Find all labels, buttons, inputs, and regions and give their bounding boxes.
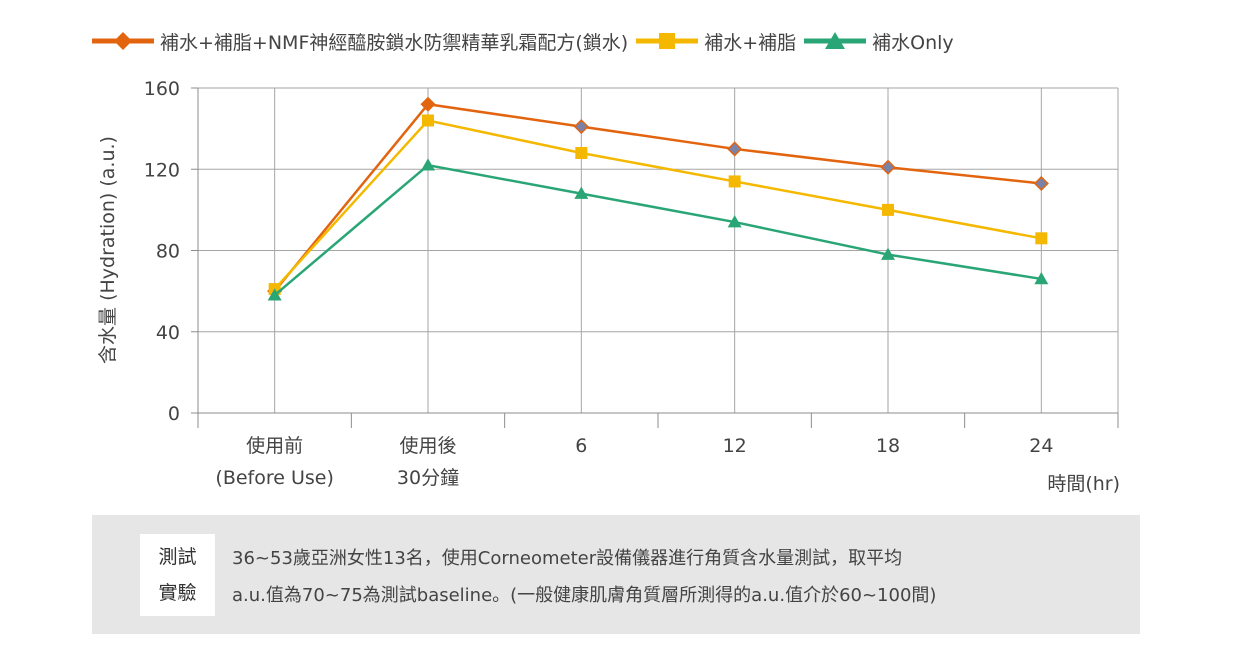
legend-label-series-1: 補水+補脂+NMF神經醯胺鎖水防禦精華乳霜配方(鎖水) [160, 31, 629, 54]
data-point-diamond [727, 141, 743, 157]
chart-legend: 補水+補脂+NMF神經醯胺鎖水防禦精華乳霜配方(鎖水) 補水+補脂 補水Only [92, 28, 962, 54]
y-tick-label: 0 [168, 403, 180, 425]
y-axis-label: 含水量 (Hydration) (a.u.) [97, 136, 119, 364]
data-point-square [422, 114, 434, 127]
data-point-square [882, 203, 894, 216]
data-point-diamond [880, 159, 896, 175]
hydration-line-chart: 0 40 80 120 160 使用前 (Before Use) 使用後 30分鐘 6 12 18 24… [97, 78, 1120, 495]
data-point-triangle [881, 247, 895, 260]
legend-item-series-1: 補水+補脂+NMF神經醯胺鎖水防禦精華乳霜配方(鎖水) [92, 28, 628, 55]
chart-series [267, 96, 1049, 301]
x-tick-label: 12 [723, 435, 747, 457]
test-note-line1: 36~53歲亞洲女性13名，使用Corneometer設備儀器進行角質含水量測試… [232, 548, 903, 569]
legend-marker-triangle [804, 32, 867, 49]
x-tick-label: 18 [876, 435, 900, 457]
series-line-3 [273, 163, 1042, 297]
x-tick-label: 使用前 [246, 435, 303, 457]
test-note-label: 測試 實驗 [140, 534, 215, 616]
chart-axes: 0 40 80 120 160 使用前 (Before Use) 使用後 30分鐘 6 12 18 24 [144, 78, 1119, 489]
y-tick-label: 120 [144, 159, 180, 181]
x-tick-label: 6 [575, 435, 587, 457]
test-note-label-line1: 測試 [158, 546, 197, 568]
legend-marker-diamond [92, 32, 154, 50]
data-point-diamond [573, 119, 589, 135]
test-note-panel [92, 515, 1140, 634]
data-point-triangle [267, 288, 282, 301]
data-point-triangle [1034, 271, 1049, 285]
x-tick-label: 24 [1029, 435, 1053, 457]
legend-label-series-2: 補水+補脂 [704, 31, 797, 54]
series-line-2 [273, 119, 1042, 290]
data-point-triangle [574, 186, 589, 199]
data-point-square [1035, 232, 1048, 245]
chart-grid [198, 87, 1119, 413]
legend-item-series-2: 補水+補脂 [636, 28, 796, 55]
x-axis-label: 時間(hr) [1047, 473, 1120, 495]
data-point-triangle [421, 158, 435, 171]
test-note-text: 36~53歲亞洲女性13名，使用Corneometer設備儀器進行角質含水量測試… [232, 540, 1132, 614]
legend-label-series-3: 補水Only [872, 31, 954, 54]
x-tick-label: 使用後 [399, 435, 456, 457]
series-line-1 [273, 102, 1042, 292]
data-point-square [728, 175, 741, 188]
x-tick-sublabel: (Before Use) [215, 467, 333, 489]
data-point-diamond [420, 96, 436, 112]
y-tick-label: 40 [156, 322, 180, 344]
test-note-line2: a.u.值為70~75為測試baseline。(一般健康肌膚角質層所測得的a.u… [232, 585, 937, 606]
legend-marker-square [636, 33, 699, 49]
data-point-diamond [1033, 175, 1049, 192]
x-tick-sublabel: 30分鐘 [397, 467, 459, 489]
y-tick-label: 80 [156, 241, 180, 263]
y-tick-label: 160 [144, 78, 180, 100]
data-point-square [575, 147, 588, 159]
data-point-triangle [727, 215, 742, 228]
legend-item-series-3: 補水Only [804, 28, 954, 55]
test-note-label-line2: 實驗 [158, 582, 197, 604]
